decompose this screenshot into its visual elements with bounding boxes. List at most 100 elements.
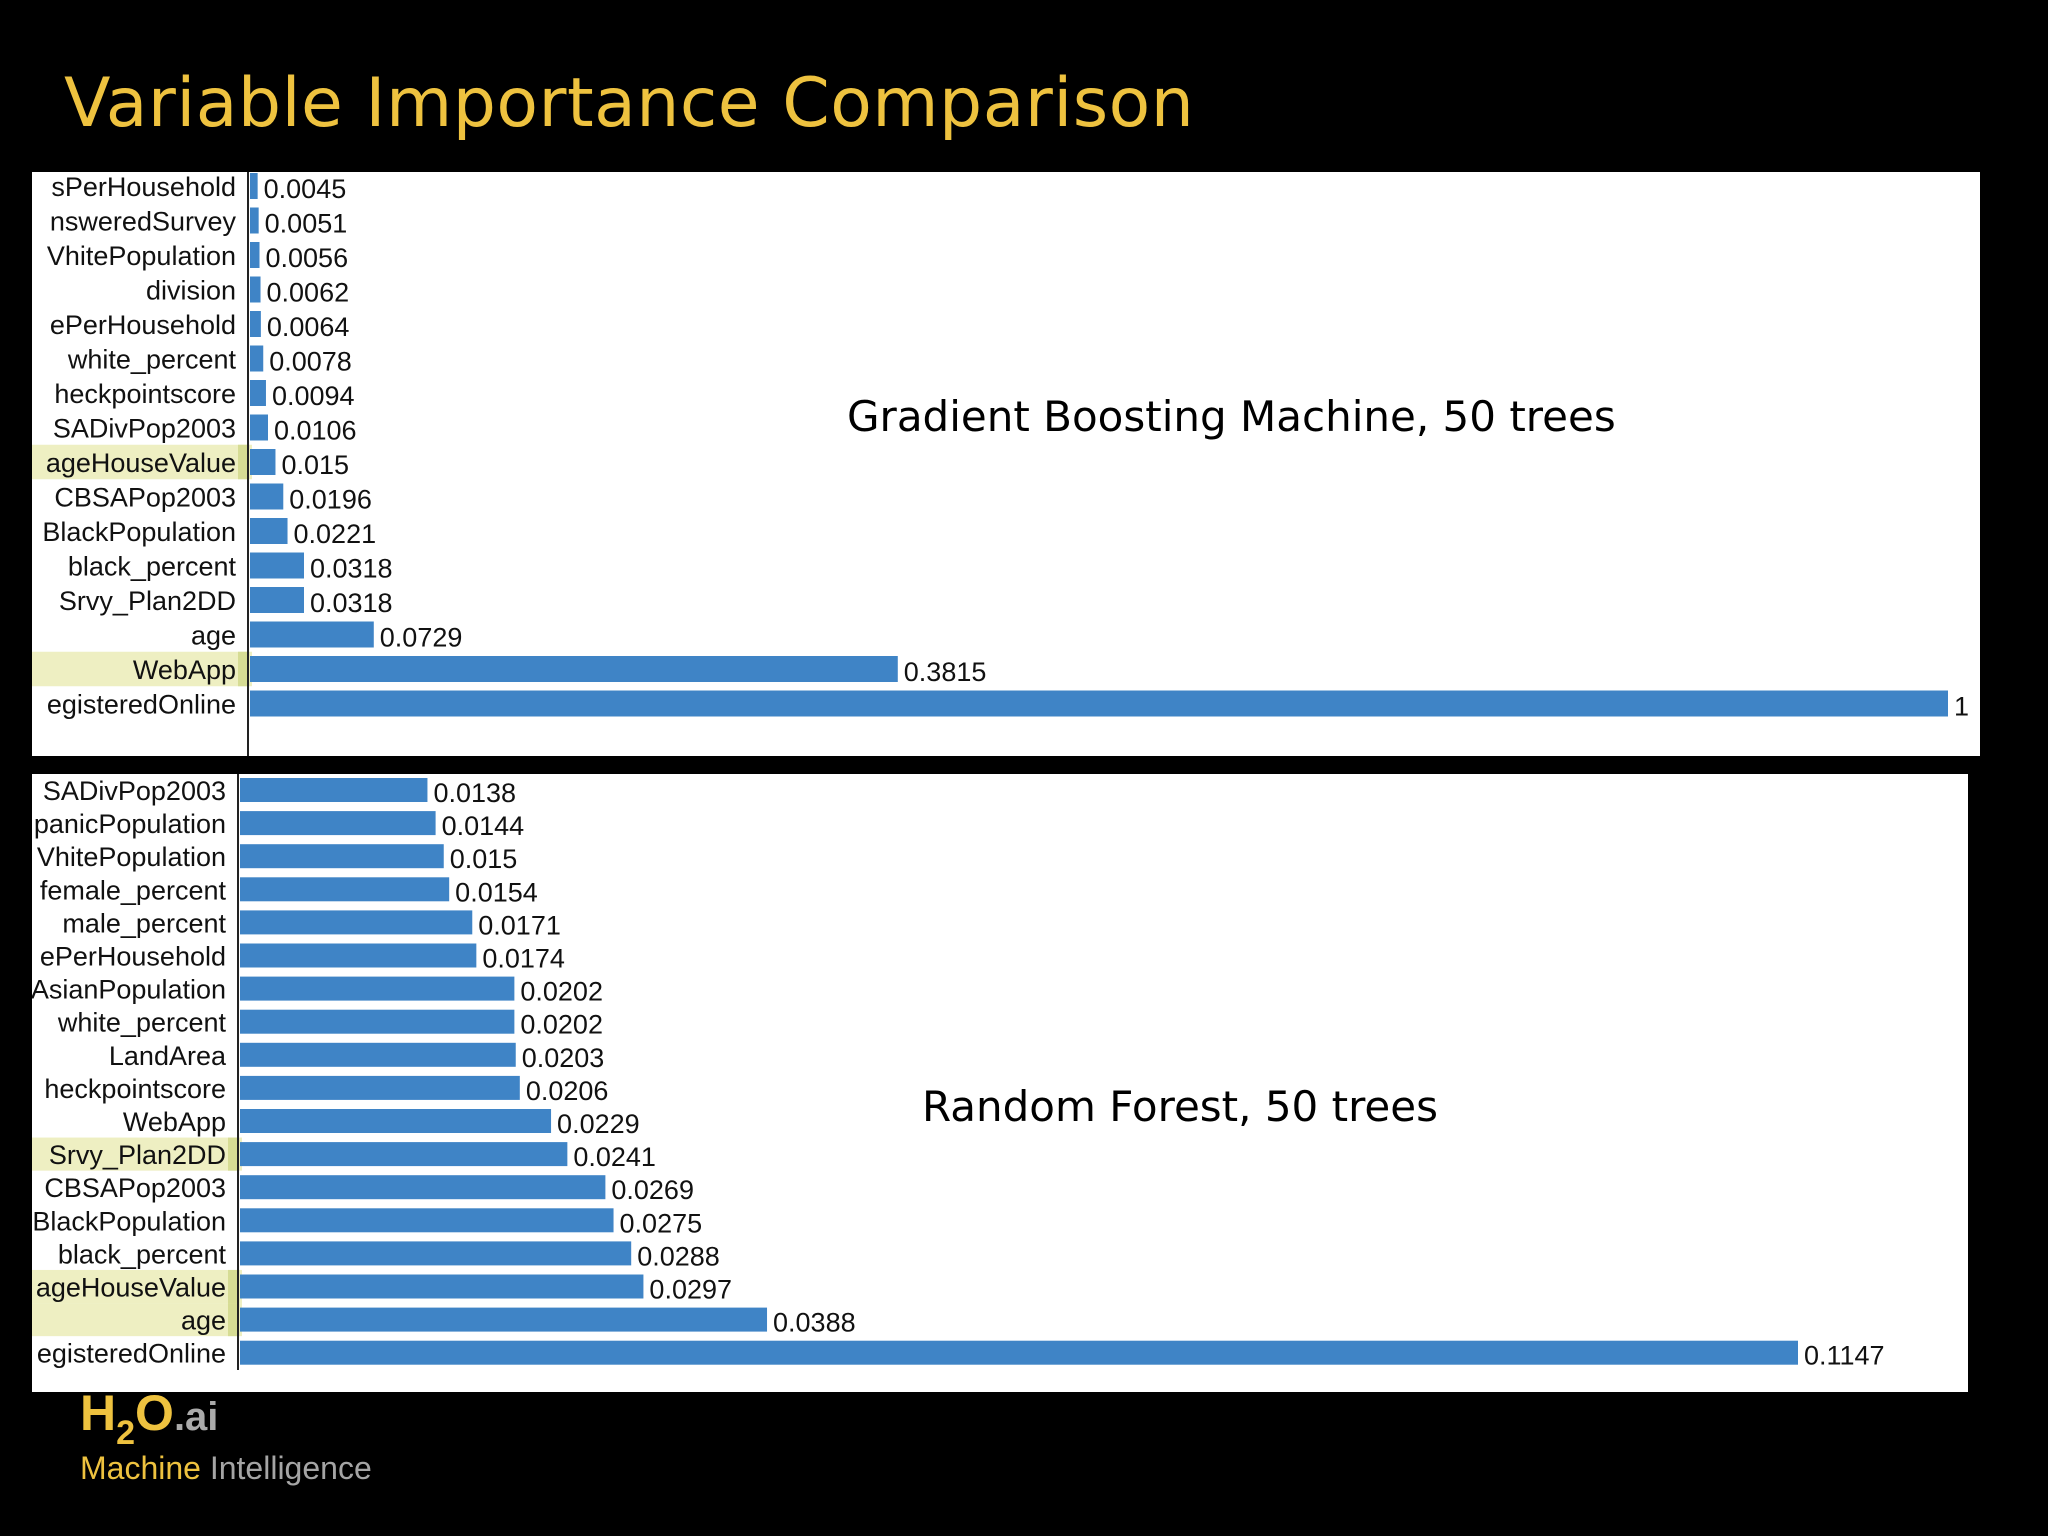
rf-category-label: VhitePopulation (37, 842, 226, 872)
gbm-bar (250, 621, 374, 648)
rf-category-label: white_percent (57, 1008, 227, 1038)
rf-label-highlight-edge (228, 1269, 238, 1304)
rf-category-label: CBSAPop2003 (44, 1173, 226, 1203)
rf-value-label: 0.0202 (520, 1010, 603, 1040)
gbm-bar (250, 207, 259, 234)
rf-bar (240, 976, 515, 1001)
gbm-value-label: 0.3815 (904, 657, 987, 687)
gbm-value-label: 0.0106 (274, 416, 357, 446)
rf-value-label: 0.0174 (482, 944, 565, 974)
rf-value-label: 0.0275 (620, 1208, 703, 1238)
rf-value-label: 0.1147 (1804, 1341, 1885, 1371)
rf-value-label: 0.0241 (573, 1142, 656, 1172)
brand-o: O (135, 1385, 174, 1441)
gbm-label-highlight (32, 444, 252, 480)
gbm-value-label: 0.0062 (267, 278, 350, 308)
gbm-category-label: CBSAPop2003 (54, 483, 236, 513)
rf-category-label: panicPopulation (34, 809, 226, 839)
rf-value-label: 0.0229 (557, 1109, 640, 1139)
rf-value-label: 0.0206 (526, 1076, 609, 1106)
h2o-wordmark: H2O.ai (80, 1385, 372, 1450)
rf-value-label: 0.0171 (478, 910, 561, 940)
gbm-category-label: Srvy_Plan2DD (59, 586, 236, 616)
rf-bar (240, 1042, 516, 1067)
gbm-category-label: ePerHousehold (50, 310, 236, 340)
rf-bar-chart: SADivPop2003 0.0138 panicPopulation 0.0144 V… (32, 774, 1885, 1371)
gbm-bar (250, 414, 268, 441)
rf-bar (240, 943, 477, 968)
rf-value-label: 0.0288 (637, 1241, 720, 1271)
brand-h: H (80, 1385, 117, 1441)
gbm-category-label: black_percent (68, 552, 237, 582)
gbm-bar (250, 483, 284, 510)
h2o-logo: H2O.ai Machine Intelligence (80, 1388, 372, 1487)
rf-bar (240, 778, 428, 802)
gbm-value-label: 1 (1954, 692, 1969, 722)
rf-bar (240, 910, 473, 935)
rf-value-label: 0.0203 (522, 1043, 605, 1073)
rf-bar (240, 1274, 644, 1299)
gbm-bar-chart: sPerHousehold 0.0045 nsweredSurvey 0.0051 Vh… (32, 172, 1969, 756)
gbm-value-label: 0.0078 (269, 347, 352, 377)
rf-category-label: age (181, 1306, 226, 1336)
brand-ai: .ai (173, 1395, 219, 1439)
rf-category-label: WebApp (123, 1107, 226, 1137)
gbm-value-label: 0.0318 (310, 554, 393, 584)
gbm-bar (250, 345, 264, 372)
gbm-value-label: 0.0051 (265, 209, 348, 239)
gbm-category-label: age (191, 621, 236, 651)
rf-category-label: ageHouseValue (36, 1273, 226, 1303)
gbm-bar (250, 518, 288, 544)
gbm-bar (250, 311, 261, 337)
gbm-bar (250, 173, 258, 199)
gbm-category-label: nsweredSurvey (50, 207, 237, 237)
rf-value-label: 0.015 (450, 844, 518, 874)
rf-category-label: BlackPopulation (32, 1206, 226, 1236)
rf-bar (240, 1009, 515, 1034)
rf-value-label: 0.0144 (442, 811, 525, 841)
gbm-value-label: 0.0318 (310, 588, 393, 618)
rf-bar (240, 1208, 614, 1233)
gbm-category-label: sPerHousehold (51, 172, 236, 202)
rf-value-label: 0.0154 (455, 877, 538, 907)
gbm-value-label: 0.0729 (380, 623, 463, 653)
gbm-category-label: SADivPop2003 (53, 414, 236, 444)
rf-category-label: SADivPop2003 (43, 776, 226, 806)
rf-chart-panel: SADivPop2003 0.0138 panicPopulation 0.0144 V… (32, 774, 1968, 1392)
gbm-bar (250, 552, 304, 579)
rf-bar (240, 1075, 520, 1100)
rf-label-highlight (32, 1303, 242, 1337)
gbm-bar (250, 449, 276, 475)
rf-bar (240, 1175, 606, 1200)
gbm-value-label: 0.0094 (272, 381, 355, 411)
rf-category-label: ePerHousehold (40, 942, 226, 972)
gbm-category-label: BlackPopulation (42, 517, 236, 547)
rf-category-label: black_percent (58, 1239, 227, 1269)
rf-category-label: Srvy_Plan2DD (49, 1140, 226, 1170)
rf-bar (240, 844, 444, 869)
brand-tagline-word1: Machine (80, 1450, 201, 1486)
rf-bar (240, 1241, 632, 1266)
gbm-bar (250, 242, 260, 268)
gbm-value-label: 0.0056 (266, 243, 349, 273)
rf-category-label: heckpointscore (44, 1074, 226, 1104)
gbm-label-highlight-edge (238, 651, 248, 687)
rf-bar (240, 1109, 552, 1133)
brand-tagline: Machine Intelligence (80, 1450, 372, 1487)
rf-label-highlight-edge (228, 1303, 238, 1337)
rf-label-highlight (32, 1137, 242, 1171)
rf-chart-caption: Random Forest, 50 trees (922, 1082, 1438, 1131)
rf-category-label: LandArea (109, 1041, 227, 1071)
gbm-category-label: ageHouseValue (46, 448, 236, 478)
rf-value-label: 0.0202 (520, 977, 603, 1007)
gbm-chart-panel: sPerHousehold 0.0045 nsweredSurvey 0.0051 Vh… (32, 172, 1980, 756)
gbm-value-label: 0.0064 (267, 312, 350, 342)
gbm-label-highlight (32, 651, 252, 687)
gbm-label-highlight-edge (238, 444, 248, 480)
gbm-category-label: egisteredOnline (47, 690, 236, 720)
gbm-chart-caption: Gradient Boosting Machine, 50 trees (847, 392, 1616, 441)
rf-category-label: female_percent (40, 875, 227, 905)
gbm-category-label: WebApp (133, 655, 236, 685)
rf-label-highlight (32, 1269, 242, 1304)
gbm-bar (250, 276, 261, 303)
